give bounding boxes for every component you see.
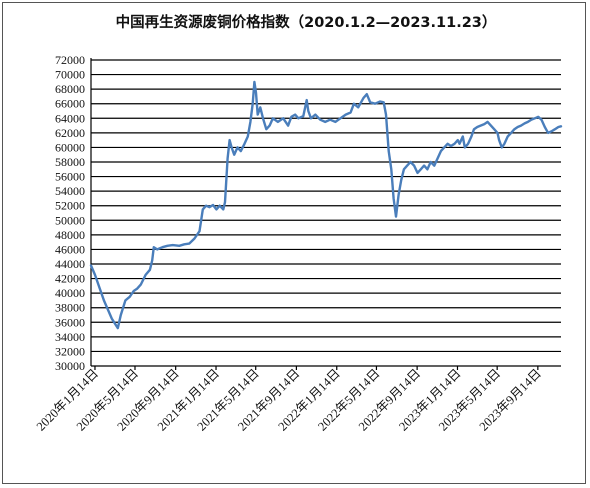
y-tick-label: 60000: [55, 140, 85, 154]
line-chart: 中国再生资源废铜价格指数（2020.1.2—2023.11.23） 300003…: [34, 13, 563, 434]
y-axis-tick-labels: 3000032000340003600038000400004200044000…: [55, 53, 85, 373]
y-tick-label: 54000: [55, 184, 85, 198]
y-tick-label: 64000: [55, 111, 85, 125]
x-axis-tick-labels: 2020年1月14日2020年5月14日2020年9月14日2021年1月14日…: [34, 366, 544, 434]
y-tick-label: 36000: [55, 315, 85, 329]
y-tick-label: 48000: [55, 228, 85, 242]
y-tick-label: 38000: [55, 301, 85, 315]
y-tick-label: 34000: [55, 330, 85, 344]
y-tick-label: 72000: [55, 53, 85, 67]
axes: [90, 58, 561, 367]
y-tick-label: 44000: [55, 257, 85, 271]
y-tick-label: 66000: [55, 97, 85, 111]
chart-title: 中国再生资源废铜价格指数（2020.1.2—2023.11.23）: [116, 13, 497, 31]
y-tick-label: 40000: [55, 286, 85, 300]
y-tick-label: 68000: [55, 82, 85, 96]
y-tick-label: 32000: [55, 344, 85, 358]
series-line: [89, 80, 563, 330]
series-layer: [89, 80, 563, 330]
y-tick-label: 30000: [55, 359, 85, 373]
y-tick-label: 58000: [55, 155, 85, 169]
gridlines: [91, 59, 561, 353]
y-tick-label: 56000: [55, 170, 85, 184]
chart-frame: 中国再生资源废铜价格指数（2020.1.2—2023.11.23） 30000 3…: [2, 2, 586, 484]
y-tick-label: 52000: [55, 199, 85, 213]
y-tick-label: 46000: [55, 242, 85, 256]
y-tick-label: 70000: [55, 68, 85, 82]
y-tick-label: 62000: [55, 126, 85, 140]
y-tick-label: 50000: [55, 213, 85, 227]
y-tick-label: 42000: [55, 272, 85, 286]
